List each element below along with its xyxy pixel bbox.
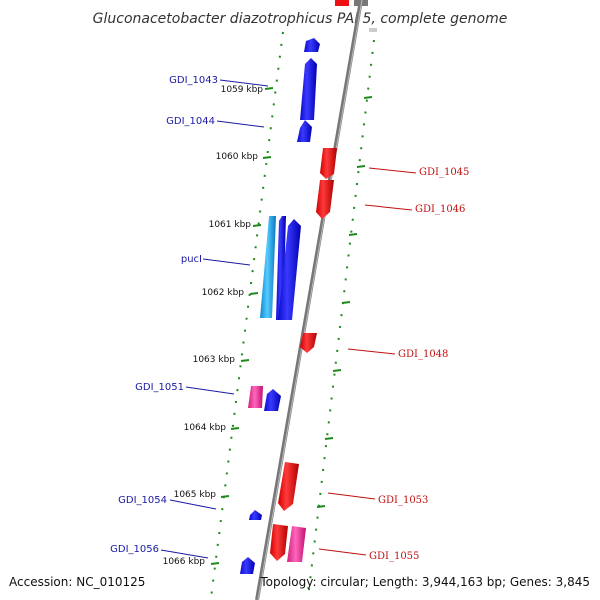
gene-arrow-gdi-1046[interactable] <box>316 180 334 219</box>
gene-arrow-gdi-1043[interactable] <box>300 58 317 120</box>
topology-text: Topology: circular; Length: 3,944,163 bp… <box>259 575 590 589</box>
map-title: Gluconacetobacter diazotrophicus PAl 5, … <box>93 11 508 27</box>
gene-arrow-gdi-1056[interactable] <box>240 557 255 574</box>
tick-label-1059: 1059 kbp <box>221 85 264 95</box>
tick-label-1061: 1061 kbp <box>209 220 252 230</box>
tick-label-1062: 1062 kbp <box>202 288 245 298</box>
gene-label-gdi-1055[interactable]: GDI_1055 <box>369 551 419 562</box>
tick-label-1065: 1065 kbp <box>174 490 217 500</box>
tick-label-1060: 1060 kbp <box>216 152 259 162</box>
gene-label-gdi-1048[interactable]: GDI_1048 <box>398 349 448 360</box>
tick-marks <box>210 87 373 565</box>
tick-label-1064: 1064 kbp <box>184 423 227 433</box>
right-gene-labels: GDI_1045 GDI_1046 GDI_1048 GDI_1053 GDI_… <box>318 167 469 562</box>
gene-label-gdi-1045[interactable]: GDI_1045 <box>419 167 469 178</box>
gene-arrow-gdi-1051-b[interactable] <box>264 389 281 411</box>
tick-label-1066: 1066 kbp <box>163 557 206 567</box>
gene-arrow-gdi-1044[interactable] <box>297 120 312 142</box>
gene-arrow-pucl[interactable] <box>260 216 276 318</box>
gene-label-gdi-1051[interactable]: GDI_1051 <box>135 382 184 393</box>
gene-label-gdi-1056[interactable]: GDI_1056 <box>110 544 159 555</box>
reverse-genes <box>270 148 337 562</box>
gene-label-pucl[interactable]: pucI <box>181 254 202 265</box>
gene-arrow-gdi-1051[interactable] <box>248 386 263 408</box>
tick-label-1063: 1063 kbp <box>193 355 236 365</box>
gene-arrow-top-blue[interactable] <box>304 38 320 52</box>
forward-genes <box>240 38 320 574</box>
gene-arrow-gdi-1055-b[interactable] <box>270 524 288 561</box>
left-gene-labels: GDI_1043 GDI_1044 pucI GDI_1051 GDI_1054… <box>110 75 269 559</box>
top-partial-gene-light <box>369 28 377 32</box>
accession-text: Accession: NC_010125 <box>9 575 145 589</box>
gene-label-gdi-1044[interactable]: GDI_1044 <box>166 116 215 127</box>
genome-backbone <box>255 0 363 600</box>
gene-arrow-gdi-1055[interactable] <box>287 526 306 562</box>
gene-label-gdi-1054[interactable]: GDI_1054 <box>118 495 167 506</box>
gene-arrow-gdi-1054[interactable] <box>249 510 262 520</box>
gene-label-gdi-1053[interactable]: GDI_1053 <box>378 495 428 506</box>
gene-arrow-gdi-1045[interactable] <box>320 148 337 179</box>
gene-arrow-large-blue[interactable] <box>278 219 301 320</box>
right-dotted-track <box>307 39 375 599</box>
gene-arrow-gdi-1053[interactable] <box>278 462 299 511</box>
gene-arrow-gdi-1048[interactable] <box>300 333 317 353</box>
top-partial-gene-red <box>335 0 349 6</box>
gene-label-gdi-1043[interactable]: GDI_1043 <box>169 75 218 86</box>
gene-label-gdi-1046[interactable]: GDI_1046 <box>415 204 465 215</box>
